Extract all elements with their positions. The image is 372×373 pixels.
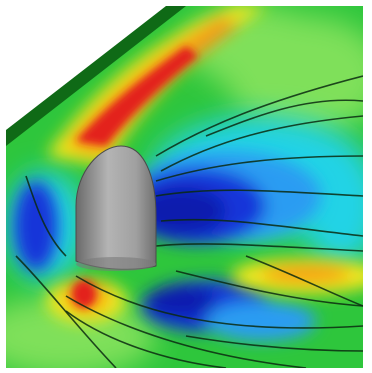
streamline <box>155 243 363 252</box>
flow-field-graphic <box>6 6 363 368</box>
streamline <box>65 295 307 368</box>
streamline <box>205 99 363 137</box>
streamline <box>160 218 363 237</box>
bluff-body <box>75 145 157 271</box>
streamline <box>155 75 363 157</box>
streamline <box>65 310 227 368</box>
streamline <box>25 175 67 257</box>
streamline <box>160 115 363 172</box>
streamline <box>245 255 363 307</box>
streamline <box>185 335 363 352</box>
streamline <box>175 270 363 307</box>
streamline <box>155 155 363 182</box>
wake-blue-region <box>14 151 321 341</box>
streamline <box>75 275 363 329</box>
streamline <box>15 255 117 368</box>
void-region <box>6 6 166 130</box>
flow-field-image <box>6 6 363 368</box>
upper-red-jet <box>76 46 198 146</box>
streamlines <box>15 75 363 368</box>
streamline <box>155 189 363 197</box>
lower-red-spot <box>72 280 96 308</box>
